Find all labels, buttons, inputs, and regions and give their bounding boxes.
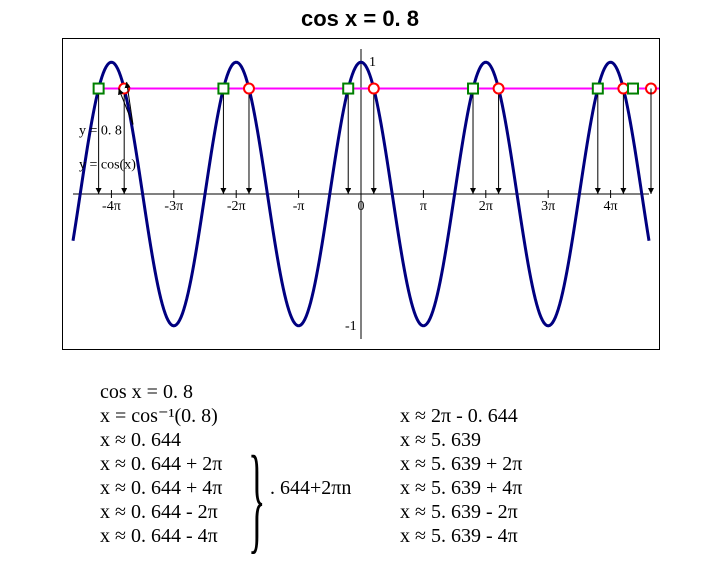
svg-text:-1: -1 [345, 319, 357, 334]
solution-line: x = cos⁻¹(0. 8) [100, 404, 222, 428]
solution-line: x ≈ 0. 644 + 2π [100, 452, 222, 476]
solution-line: x ≈ 0. 644 - 4π [100, 524, 222, 548]
solution-line: x ≈ 5. 639 [400, 428, 522, 452]
solution-line: x ≈ 5. 639 + 4π [400, 476, 522, 500]
solution-line: x ≈ 5. 639 - 2π [400, 500, 522, 524]
chart-container: -4π -3π -2π -π 0 π 2π 3π 4π 1 -1 y = 0. 8 y = cos(x) [62, 38, 660, 350]
solution-line: x ≈ 0. 644 - 2π [100, 500, 222, 524]
svg-text:1: 1 [369, 55, 376, 70]
solution-line: x ≈ 0. 644 + 4π [100, 476, 222, 500]
svg-text:4π: 4π [604, 199, 618, 214]
solution-line: x ≈ 5. 639 - 4π [400, 524, 522, 548]
svg-text:3π: 3π [541, 199, 555, 214]
svg-text:y = 0. 8: y = 0. 8 [79, 124, 122, 139]
solution-line: cos x = 0. 8 [100, 380, 222, 404]
brace-note: . 644+2πn [270, 476, 351, 500]
solution-line: x ≈ 0. 644 [100, 428, 222, 452]
svg-text:-3π: -3π [164, 199, 183, 214]
svg-text:2π: 2π [479, 199, 493, 214]
solution-line: x ≈ 5. 639 + 2π [400, 452, 522, 476]
svg-text:-4π: -4π [102, 199, 121, 214]
svg-text:-2π: -2π [227, 199, 246, 214]
page-title: cos x = 0. 8 [0, 0, 720, 32]
solutions-right-col: x ≈ 2π - 0. 644x ≈ 5. 639x ≈ 5. 639 + 2π… [400, 404, 522, 548]
svg-text:-π: -π [293, 199, 305, 214]
svg-text:π: π [420, 199, 427, 214]
svg-text:y = cos(x): y = cos(x) [79, 158, 136, 173]
solution-line: x ≈ 2π - 0. 644 [400, 404, 522, 428]
cosine-chart: -4π -3π -2π -π 0 π 2π 3π 4π 1 -1 y = 0. 8 y = cos(x) [63, 39, 659, 349]
solutions-left-col: cos x = 0. 8x = cos⁻¹(0. 8)x ≈ 0. 644x ≈… [100, 380, 222, 548]
svg-text:0: 0 [358, 199, 365, 214]
